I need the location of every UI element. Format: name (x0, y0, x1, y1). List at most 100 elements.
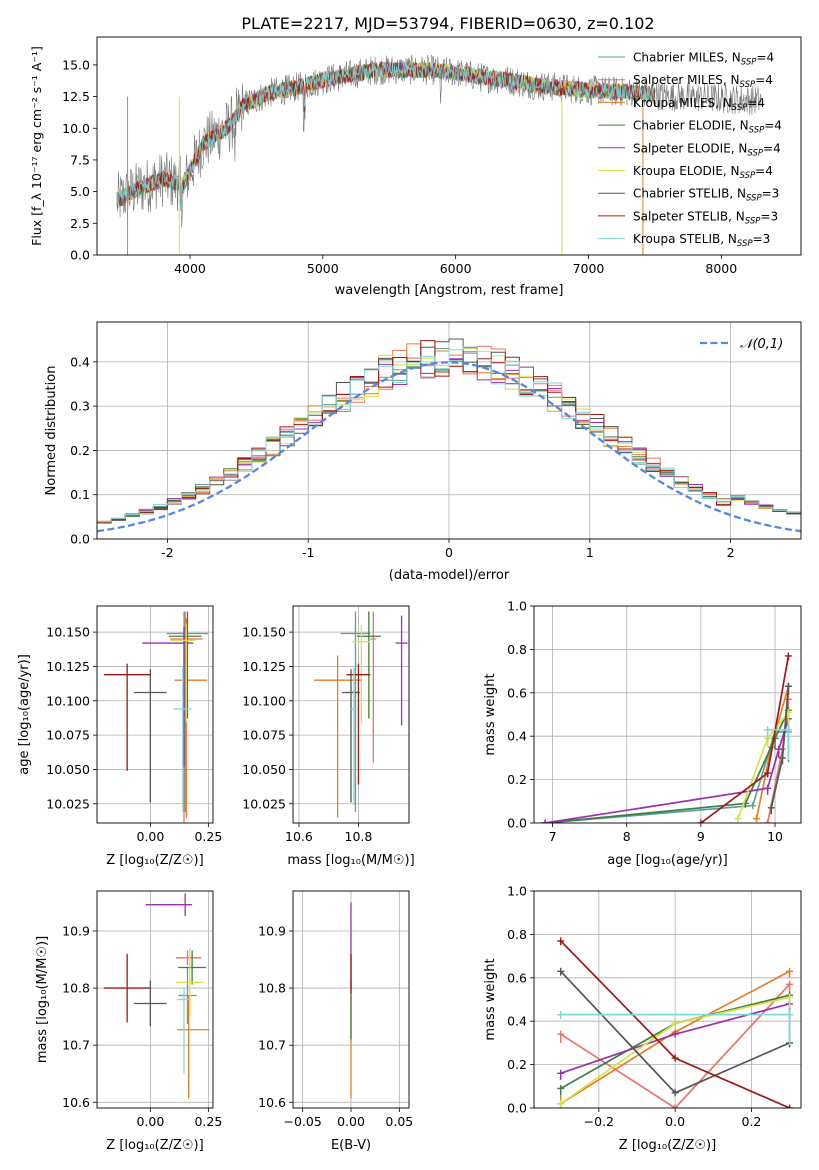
legend-nssp-prefix: , N (715, 96, 732, 110)
y-tick-label: 10.125 (242, 659, 286, 674)
plot-area-weight-vs-age (534, 606, 801, 823)
axes-frame (292, 605, 410, 824)
plot-area-age-vs-mass (293, 606, 409, 823)
y-tick-label: 0.1 (70, 487, 90, 502)
chart-weight-vs-Z: −0.2 0.0 0.2 0.0 0.2 0.4 0.6 0.8 1.0 Z [log₁₀(Z/Z… (483, 884, 802, 1153)
weight-marker-1 (671, 1104, 679, 1108)
y-tick-label: 10.050 (46, 762, 90, 777)
plot-area-residuals (97, 322, 801, 539)
legend-nssp-eq: = (753, 232, 763, 246)
y-axis-label: Flux [f_λ 10⁻¹⁷ erg cm⁻² s⁻¹ A⁻¹] (29, 46, 44, 246)
y-axis-label: Normed distribution (44, 366, 59, 496)
legend-nssp-sub: SSP (732, 103, 748, 113)
legend-nssp-value: 4 (766, 51, 774, 65)
y-axis-label: mass weight (483, 673, 498, 755)
legend-series-name: Salpeter ELODIE (633, 141, 731, 155)
legend-nssp-sub: SSP (737, 239, 753, 249)
plot-area-mass-vs-EBV (293, 891, 409, 1108)
y-tick-label: 1.0 (507, 884, 527, 899)
legend-nssp-eq: = (762, 187, 772, 201)
x-tick-label: 0.00 (136, 829, 164, 844)
x-tick-label: 10 (767, 829, 783, 844)
y-tick-label: 10.6 (62, 1095, 90, 1110)
y-tick-label: 0.6 (507, 970, 527, 985)
legend-nssp-eq: = (747, 96, 757, 110)
x-axis-label: wavelength [Angstrom, rest frame] (335, 283, 564, 298)
y-tick-label: 5.0 (70, 184, 90, 199)
x-tick-label: 7 (549, 829, 557, 844)
weight-marker-1 (557, 1030, 565, 1038)
x-tick-label: 9 (697, 829, 705, 844)
legend-nssp-eq: = (755, 73, 765, 87)
y-tick-label: 0.8 (507, 927, 527, 942)
charts-layer: 4000 5000 6000 7000 80000.02.55.07.510.012.5… (17, 36, 802, 1153)
weight-marker-7 (764, 769, 772, 777)
y-tick-label: 0.6 (507, 685, 527, 700)
legend-nssp-sub: SSP (749, 126, 765, 136)
y-tick-label: 0.0 (507, 1101, 527, 1116)
weight-line-1 (560, 983, 791, 1108)
chart-age-vs-Z: 0.00 0.25 10.025 10.050 10.075 10.100 10.125 10… (17, 605, 222, 868)
legend-nssp-sub: SSP (746, 194, 762, 204)
legend-nssp-eq: = (763, 141, 773, 155)
weight-marker-8 (557, 1011, 565, 1019)
x-tick-label: 0.00 (337, 1114, 365, 1129)
legend-nssp-sub: SSP (745, 216, 761, 226)
axes-frame (96, 890, 214, 1109)
weight-marker-4 (541, 819, 549, 823)
legend-nssp-prefix: , N (732, 119, 749, 133)
weight-line-0 (545, 731, 789, 823)
y-tick-label: 7.5 (70, 152, 90, 167)
x-tick-label: 2 (727, 545, 735, 560)
model-line-4 (116, 60, 656, 207)
y-tick-label: 1.0 (507, 599, 527, 614)
y-tick-label: 0.0 (70, 248, 90, 263)
weight-marker-8 (784, 726, 792, 734)
y-tick-label: 10.125 (46, 659, 90, 674)
y-tick-label: 0.2 (507, 1057, 527, 1072)
legend-entry-3: Chabrier ELODIE, NSSP=4 (633, 119, 782, 136)
axes-frame (533, 605, 802, 824)
axes-frame (96, 321, 802, 540)
chart-mass-vs-Z: 0.00 0.25 10.6 10.7 10.8 10.9 Z [log₁₀(Z/Z☉)] m… (35, 890, 222, 1153)
x-tick-label: 10.6 (285, 829, 313, 844)
weight-marker-1 (786, 980, 794, 988)
legend-series-name: Kroupa STELIB (633, 232, 720, 246)
y-tick-label: 0.2 (507, 772, 527, 787)
y-tick-label: 0.3 (70, 399, 90, 414)
weight-marker-6 (557, 967, 565, 975)
legend-nssp-sub: SSP (740, 80, 756, 90)
y-tick-label: 10.100 (46, 693, 90, 708)
weight-marker-7 (786, 1104, 794, 1108)
y-tick-label: 2.5 (70, 216, 90, 231)
legend-nssp-eq: = (764, 119, 774, 133)
x-tick-label: -1 (302, 545, 314, 560)
legend-nssp-value: 4 (773, 141, 781, 155)
legend-nssp-value: 4 (765, 164, 773, 178)
x-tick-label: −0.2 (584, 1114, 614, 1129)
legend-nssp-prefix: , N (720, 232, 737, 246)
y-axis-label: age [log₁₀(age/yr)] (17, 654, 32, 775)
legend-entry-7: Salpeter STELIB, NSSP=3 (633, 209, 778, 226)
x-tick-label: 0.25 (194, 1114, 222, 1129)
legend-entry-5: Kroupa ELODIE, NSSP=4 (633, 164, 773, 181)
legend-entry-2: Kroupa MILES, NSSP=4 (633, 96, 765, 113)
y-tick-label: 10.100 (242, 693, 286, 708)
x-tick-label: -2 (161, 545, 173, 560)
weight-marker-2 (786, 967, 794, 975)
legend-series-name: Kroupa MILES (633, 96, 715, 110)
weight-marker-4 (557, 1069, 565, 1077)
y-tick-label: 0.0 (70, 532, 90, 547)
chart-residuals: -2 -1 0 1 2 0.0 0.1 0.2 0.3 0.4 (data-model)/error… (44, 321, 802, 583)
legend-series-name: Chabrier STELIB (633, 187, 729, 201)
y-tick-label: 10.050 (242, 762, 286, 777)
weight-marker-5 (734, 815, 742, 823)
legend-series-name: Chabrier ELODIE (633, 119, 732, 133)
weight-marker-2 (753, 815, 760, 823)
legend-nssp-eq: = (756, 51, 766, 65)
x-tick-label: 10.8 (345, 829, 373, 844)
weight-marker-3 (771, 734, 779, 742)
chart-age-vs-mass: 10.6 10.8 10.025 10.050 10.075 10.100 10.125 10… (242, 605, 415, 868)
y-tick-label: 0.8 (507, 642, 527, 657)
legend-nssp-prefix: , N (728, 209, 745, 223)
